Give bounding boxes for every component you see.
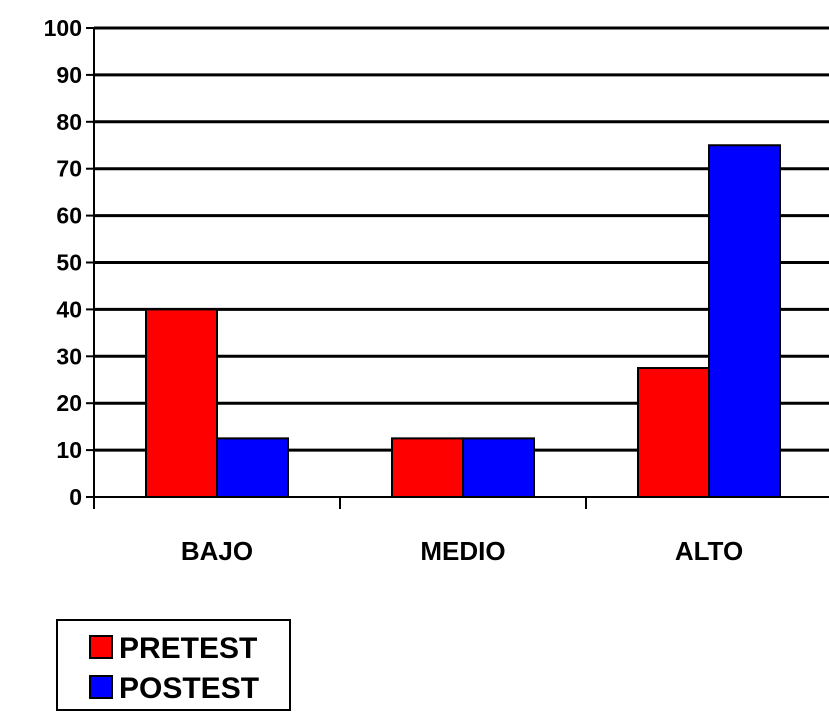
y-tick-label: 90 [56, 62, 82, 88]
y-tick-label: 100 [44, 15, 82, 41]
legend: PRETEST POSTEST [56, 619, 291, 711]
bar-postest-bajo [216, 437, 289, 498]
y-tick-label: 40 [56, 296, 82, 322]
legend-label-postest: POSTEST [119, 672, 259, 705]
x-category-label: MEDIO [420, 536, 505, 566]
y-tick-label: 50 [56, 250, 82, 276]
y-tick-label: 60 [56, 203, 82, 229]
category-labels: BAJO MEDIO ALTO [181, 536, 743, 566]
y-tick-label: 30 [56, 343, 82, 369]
bars [145, 144, 781, 498]
bar-pretest-bajo [145, 308, 218, 498]
x-category-label: ALTO [675, 536, 743, 566]
y-tick-labels: 0 10 20 30 40 50 60 70 80 90 100 [44, 15, 82, 510]
y-tick-label: 0 [69, 484, 82, 510]
legend-label-pretest: PRETEST [119, 632, 257, 665]
axes [86, 27, 829, 509]
y-tick-label: 20 [56, 390, 82, 416]
legend-swatch-pretest [89, 635, 113, 659]
bar-postest-alto [708, 144, 781, 498]
bar-postest-medio [462, 437, 535, 498]
bar-pretest-alto [637, 367, 710, 498]
legend-swatch-postest [89, 675, 113, 699]
x-category-label: BAJO [181, 536, 253, 566]
bar-pretest-medio [391, 437, 464, 498]
y-tick-label: 70 [56, 156, 82, 182]
y-tick-label: 10 [56, 437, 82, 463]
y-tick-label: 80 [56, 109, 82, 135]
